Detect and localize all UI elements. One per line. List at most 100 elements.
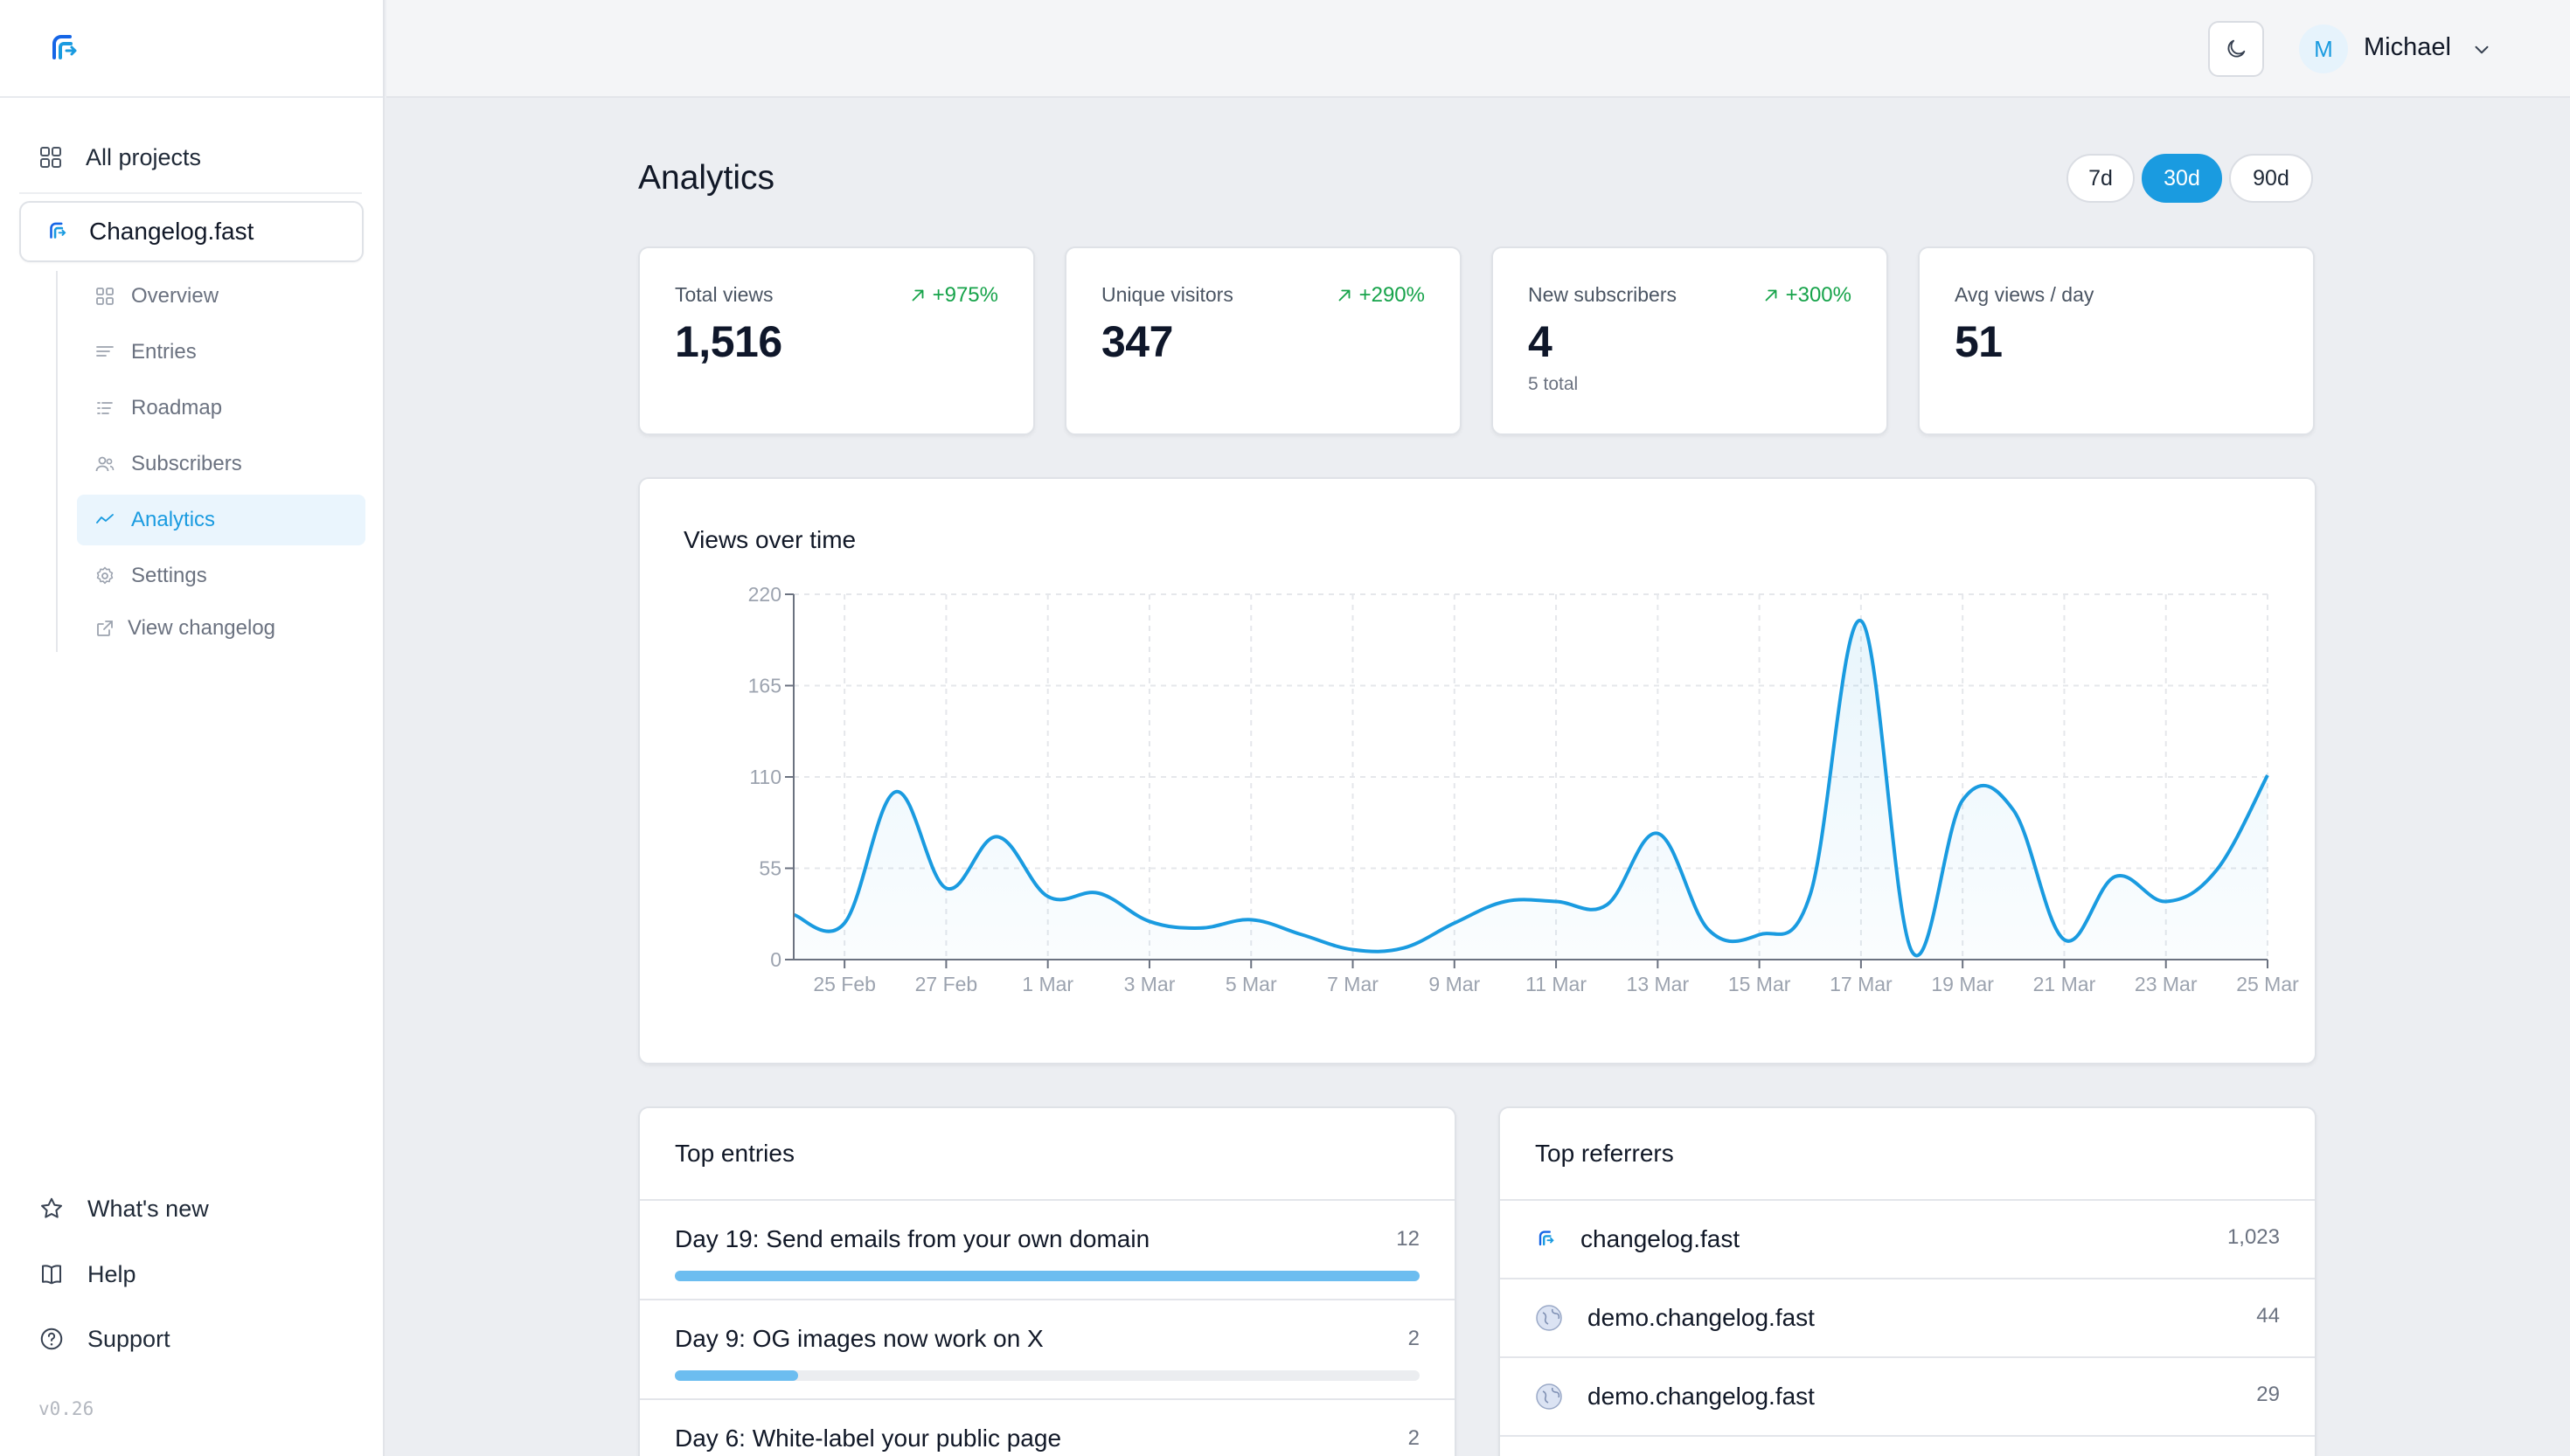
arrow-up-right-icon [912,289,924,302]
sidebar-item-entries[interactable]: Entries [77,327,365,378]
support-link[interactable]: Support [38,1317,362,1361]
sidebar-item-label: Settings [131,564,207,587]
x-tick-label: 13 Mar [1627,973,1690,995]
x-tick-label: 19 Mar [1931,973,1994,995]
top-bar [386,0,2570,98]
app-logo-icon [1539,1231,1554,1246]
stat-card-avg-views: Avg views / day 51 [1918,246,2315,435]
x-tick-label: 11 Mar [1525,973,1587,995]
stat-label: Avg views / day [1955,283,2094,306]
range-7d-button[interactable]: 7d [2066,154,2135,203]
chevron-down-icon[interactable] [2470,38,2493,61]
sidebar-item-view-changelog[interactable]: View changelog [77,603,365,654]
sidebar-item-subscribers[interactable]: Subscribers [77,439,365,489]
range-30d-button[interactable]: 30d [2142,154,2222,203]
table-row[interactable]: changelog.fast 1,023 [1500,1201,2315,1279]
globe-icon [1536,1305,1562,1331]
grid-icon [96,288,114,305]
table-row[interactable]: demo.changelog.fast 44 [1500,1279,2315,1358]
stat-value: 51 [1955,317,2003,366]
x-tick-label: 7 Mar [1327,973,1379,995]
stat-change-value: +290% [1358,283,1425,307]
stat-card-new-subscribers: New subscribers +300% 4 5 total [1491,246,1888,435]
x-tick-label: 1 Mar [1022,973,1073,995]
x-tick-label: 21 Mar [2033,973,2096,995]
theme-toggle-button[interactable] [2208,21,2264,77]
stat-change-value: +300% [1785,283,1851,307]
arrow-up-right-icon [1338,289,1351,302]
version-label: v0.26 [38,1398,94,1419]
sidebar-item-analytics[interactable]: Analytics [77,495,365,545]
table-row[interactable]: demo.changelog.fast 29 [1500,1358,2315,1437]
list-icon [97,402,113,414]
all-projects-label: All projects [86,143,202,170]
top-entries-title: Top entries [640,1108,1455,1201]
stat-change: +300% [1761,283,1851,308]
star-icon [41,1197,62,1218]
stat-change-value: +975% [932,283,998,307]
stat-change: +975% [908,283,998,308]
referrer-name: changelog.fast [1580,1225,1740,1252]
sidebar: All projects Changelog.fast Overview Ent… [0,0,385,1456]
entry-bar-track [675,1271,1420,1281]
arrow-up-right-icon [1765,289,1777,302]
series-line [793,619,2269,958]
gear-icon [96,566,114,585]
x-tick-label: 9 Mar [1428,973,1480,995]
brand-header [0,0,383,98]
app-logo-icon[interactable] [45,31,80,66]
y-tick-label: 55 [759,857,781,880]
stat-label: Total views [675,283,774,306]
sidebar-item-settings[interactable]: Settings [77,551,365,601]
help-label: Help [87,1260,136,1287]
referrer-count: 29 [2256,1383,2280,1406]
table-row[interactable]: Day 6: White-label your public page 2 [640,1400,1455,1456]
sidebar-item-label: Entries [131,340,197,364]
stat-note: 5 total [1528,374,1579,394]
all-projects-link[interactable]: All projects [38,135,362,180]
user-name[interactable]: Michael [2364,33,2451,61]
divider [19,192,362,194]
project-subnav: Overview Entries Roadmap Subscribers Ana… [56,271,365,654]
entry-name: Day 9: OG images now work on X [675,1325,1044,1352]
avatar[interactable]: M [2299,24,2348,73]
stat-value: 1,516 [675,317,782,366]
stat-value: 347 [1101,317,1173,366]
range-90d-button[interactable]: 90d [2229,154,2313,203]
y-tick-label: 0 [770,948,781,971]
table-row[interactable]: Day 9: OG images now work on X 2 [640,1300,1455,1400]
moon-icon [2227,39,2246,58]
referrer-count: 1,023 [2226,1225,2280,1249]
sidebar-item-roadmap[interactable]: Roadmap [77,383,365,433]
project-selector[interactable]: Changelog.fast [19,201,364,262]
stat-label: Unique visitors [1101,283,1233,306]
sidebar-item-label: Roadmap [131,396,223,419]
page-title: Analytics [638,159,775,197]
top-referrers-title: Top referrers [1500,1108,2315,1201]
book-icon [42,1265,61,1285]
users-icon [95,456,115,472]
support-label: Support [87,1325,170,1352]
entry-bar-fill [675,1370,799,1381]
top-referrers-card: Top referrers changelog.fast 1,023 demo.… [1498,1106,2316,1456]
chart-title: Views over time [684,526,857,553]
stat-value: 4 [1528,317,1552,366]
entry-count: 12 [1396,1227,1420,1251]
grid-icon [40,147,61,168]
table-row[interactable]: Day 19: Send emails from your own domain… [640,1201,1455,1300]
entry-bar-fill [675,1271,1420,1281]
trend-icon [96,514,114,523]
help-link[interactable]: Help [38,1252,362,1296]
external-link-icon [97,621,113,636]
project-logo-icon [50,222,66,239]
sidebar-item-label: View changelog [128,616,276,640]
whats-new-link[interactable]: What's new [38,1187,362,1231]
x-tick-label: 23 Mar [2135,973,2198,995]
y-tick-label: 165 [748,675,781,697]
x-tick-label: 25 Feb [813,973,876,995]
views-line-chart: 0 55 110 165 220 25 Feb 27 Feb 1 Mar 3 Mar 5 Mar 7… [748,583,2300,995]
sidebar-item-overview[interactable]: Overview [77,271,365,322]
stat-label: New subscribers [1528,283,1677,306]
help-circle-icon [40,1328,63,1350]
whats-new-label: What's new [87,1195,209,1222]
